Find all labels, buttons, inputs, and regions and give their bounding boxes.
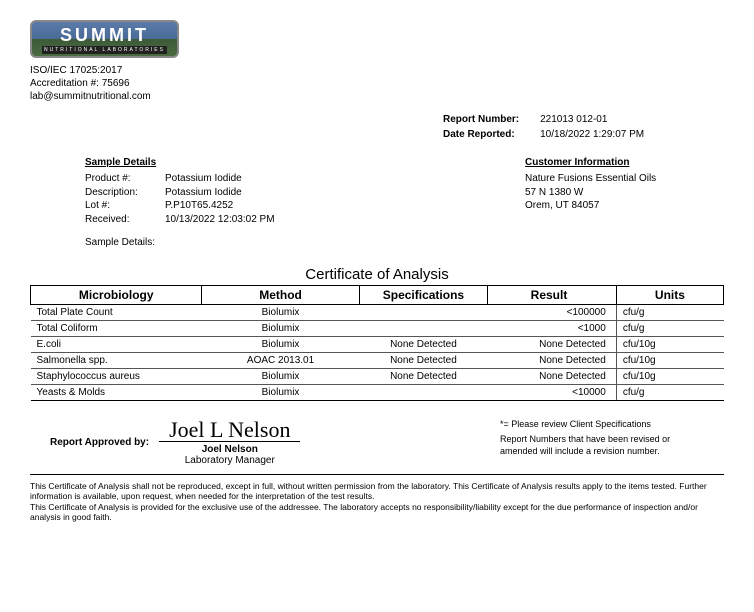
cell-result: None Detected — [488, 368, 617, 384]
table-row: Yeasts & MoldsBiolumix <10000cfu/g — [31, 384, 724, 400]
results-table: Microbiology Method Specifications Resul… — [30, 285, 724, 401]
cell-units: cfu/g — [616, 320, 723, 336]
lab-email: lab@summitnutritional.com — [30, 90, 724, 103]
disclaimer: This Certificate of Analysis shall not b… — [30, 481, 724, 524]
report-number-value: 221013 012-01 — [539, 113, 645, 126]
cell-result: <10000 — [488, 384, 617, 400]
cell-result: <100000 — [488, 304, 617, 320]
cell-method: AOAC 2013.01 — [202, 352, 359, 368]
table-row: Total Plate CountBiolumix <100000cfu/g — [31, 304, 724, 320]
header-result: Result — [488, 285, 617, 304]
cell-test: E.coli — [31, 336, 202, 352]
cell-spec — [359, 304, 488, 320]
header-units: Units — [616, 285, 723, 304]
header-microbiology: Microbiology — [31, 285, 202, 304]
table-row: E.coliBiolumixNone DetectedNone Detected… — [31, 336, 724, 352]
date-reported-label: Date Reported: — [442, 128, 537, 141]
cell-result: None Detected — [488, 336, 617, 352]
coa-title: Certificate of Analysis — [30, 266, 724, 283]
table-row: Staphylococcus aureusBiolumixNone Detect… — [31, 368, 724, 384]
accreditation-number: Accreditation #: 75696 — [30, 77, 724, 90]
cell-result: None Detected — [488, 352, 617, 368]
table-row: Salmonella spp.AOAC 2013.01 None Detecte… — [31, 352, 724, 368]
cell-units: cfu/g — [616, 304, 723, 320]
cell-spec: None Detected — [359, 368, 488, 384]
description-value: Potassium Iodide — [165, 187, 242, 198]
logo-sub-text: NUTRITIONAL LABORATORIES — [42, 46, 167, 54]
product-label: Product #: — [85, 172, 165, 186]
header-method: Method — [202, 285, 359, 304]
approved-by-label: Report Approved by: — [50, 437, 149, 448]
cell-spec — [359, 320, 488, 336]
cell-spec: None Detected — [359, 352, 488, 368]
disclaimer-p2: This Certificate of Analysis is provided… — [30, 502, 724, 523]
sample-details-extra-label: Sample Details: — [85, 236, 165, 250]
report-number-label: Report Number: — [442, 113, 537, 126]
logo-main-text: SUMMIT — [42, 26, 167, 44]
cell-spec — [359, 384, 488, 400]
signature: Joel L Nelson — [159, 419, 300, 442]
cell-method: Biolumix — [202, 336, 359, 352]
received-label: Received: — [85, 213, 165, 227]
product-value: Potassium Iodide — [165, 173, 242, 184]
customer-name: Nature Fusions Essential Oils — [525, 172, 656, 186]
spec-note: *= Please review Client Specifications — [500, 419, 680, 431]
report-info: Report Number: 221013 012-01 Date Report… — [440, 111, 647, 143]
cell-test: Yeasts & Molds — [31, 384, 202, 400]
table-row: Total ColiformBiolumix <1000cfu/g — [31, 320, 724, 336]
lot-value: P.P10T65.4252 — [165, 200, 233, 211]
cell-test: Staphylococcus aureus — [31, 368, 202, 384]
cell-test: Salmonella spp. — [31, 352, 202, 368]
cell-units: cfu/10g — [616, 368, 723, 384]
iso-text: ISO/IEC 17025:2017 — [30, 64, 724, 77]
customer-info: Customer Information Nature Fusions Esse… — [525, 157, 656, 250]
cell-method: Biolumix — [202, 304, 359, 320]
cell-test: Total Coliform — [31, 320, 202, 336]
cell-units: cfu/10g — [616, 352, 723, 368]
cell-method: Biolumix — [202, 368, 359, 384]
date-reported-value: 10/18/2022 1:29:07 PM — [539, 128, 645, 141]
received-value: 10/13/2022 12:03:02 PM — [165, 214, 275, 225]
customer-info-title: Customer Information — [525, 157, 656, 168]
header-specifications: Specifications — [359, 285, 488, 304]
signer-name: Joel Nelson — [159, 444, 300, 455]
cell-result: <1000 — [488, 320, 617, 336]
accreditation-block: ISO/IEC 17025:2017 Accreditation #: 7569… — [30, 64, 724, 103]
cell-spec: None Detected — [359, 336, 488, 352]
approval-section: Report Approved by: Joel L Nelson Joel N… — [30, 419, 724, 475]
cell-test: Total Plate Count — [31, 304, 202, 320]
sample-details: Sample Details Product #:Potassium Iodid… — [85, 157, 395, 250]
cell-units: cfu/10g — [616, 336, 723, 352]
description-label: Description: — [85, 186, 165, 200]
cell-method: Biolumix — [202, 320, 359, 336]
customer-addr2: Orem, UT 84057 — [525, 199, 656, 213]
cell-method: Biolumix — [202, 384, 359, 400]
sample-details-title: Sample Details — [85, 157, 395, 168]
lot-label: Lot #: — [85, 199, 165, 213]
logo: SUMMIT NUTRITIONAL LABORATORIES — [30, 20, 179, 58]
signer-title: Laboratory Manager — [159, 455, 300, 466]
customer-addr1: 57 N 1380 W — [525, 186, 656, 200]
disclaimer-p1: This Certificate of Analysis shall not b… — [30, 481, 724, 502]
revision-note: Report Numbers that have been revised or… — [500, 434, 680, 457]
cell-units: cfu/g — [616, 384, 723, 400]
